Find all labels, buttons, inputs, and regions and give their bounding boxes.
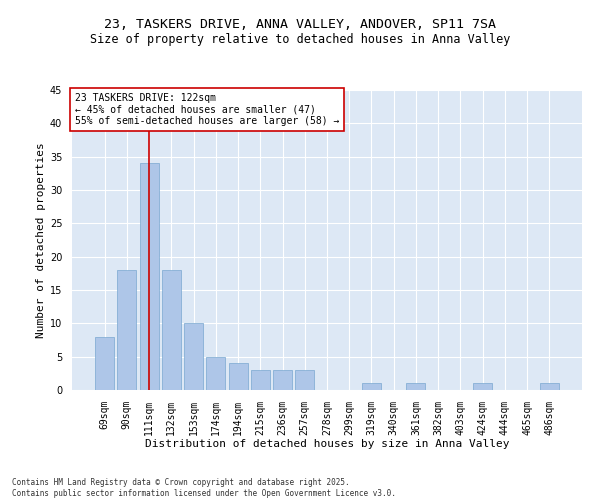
Bar bbox=[406, 384, 425, 390]
Bar bbox=[540, 384, 559, 390]
Text: Size of property relative to detached houses in Anna Valley: Size of property relative to detached ho… bbox=[90, 32, 510, 46]
Bar bbox=[184, 324, 203, 390]
Bar bbox=[273, 370, 292, 390]
Bar bbox=[206, 356, 225, 390]
Bar bbox=[295, 370, 314, 390]
Bar bbox=[140, 164, 158, 390]
Bar bbox=[229, 364, 248, 390]
Text: 23 TASKERS DRIVE: 122sqm
← 45% of detached houses are smaller (47)
55% of semi-d: 23 TASKERS DRIVE: 122sqm ← 45% of detach… bbox=[74, 93, 339, 126]
Bar bbox=[473, 384, 492, 390]
Bar bbox=[95, 336, 114, 390]
Bar bbox=[362, 384, 381, 390]
Bar bbox=[118, 270, 136, 390]
Text: Contains HM Land Registry data © Crown copyright and database right 2025.
Contai: Contains HM Land Registry data © Crown c… bbox=[12, 478, 396, 498]
X-axis label: Distribution of detached houses by size in Anna Valley: Distribution of detached houses by size … bbox=[145, 439, 509, 449]
Bar bbox=[251, 370, 270, 390]
Y-axis label: Number of detached properties: Number of detached properties bbox=[35, 142, 46, 338]
Bar bbox=[162, 270, 181, 390]
Text: 23, TASKERS DRIVE, ANNA VALLEY, ANDOVER, SP11 7SA: 23, TASKERS DRIVE, ANNA VALLEY, ANDOVER,… bbox=[104, 18, 496, 30]
